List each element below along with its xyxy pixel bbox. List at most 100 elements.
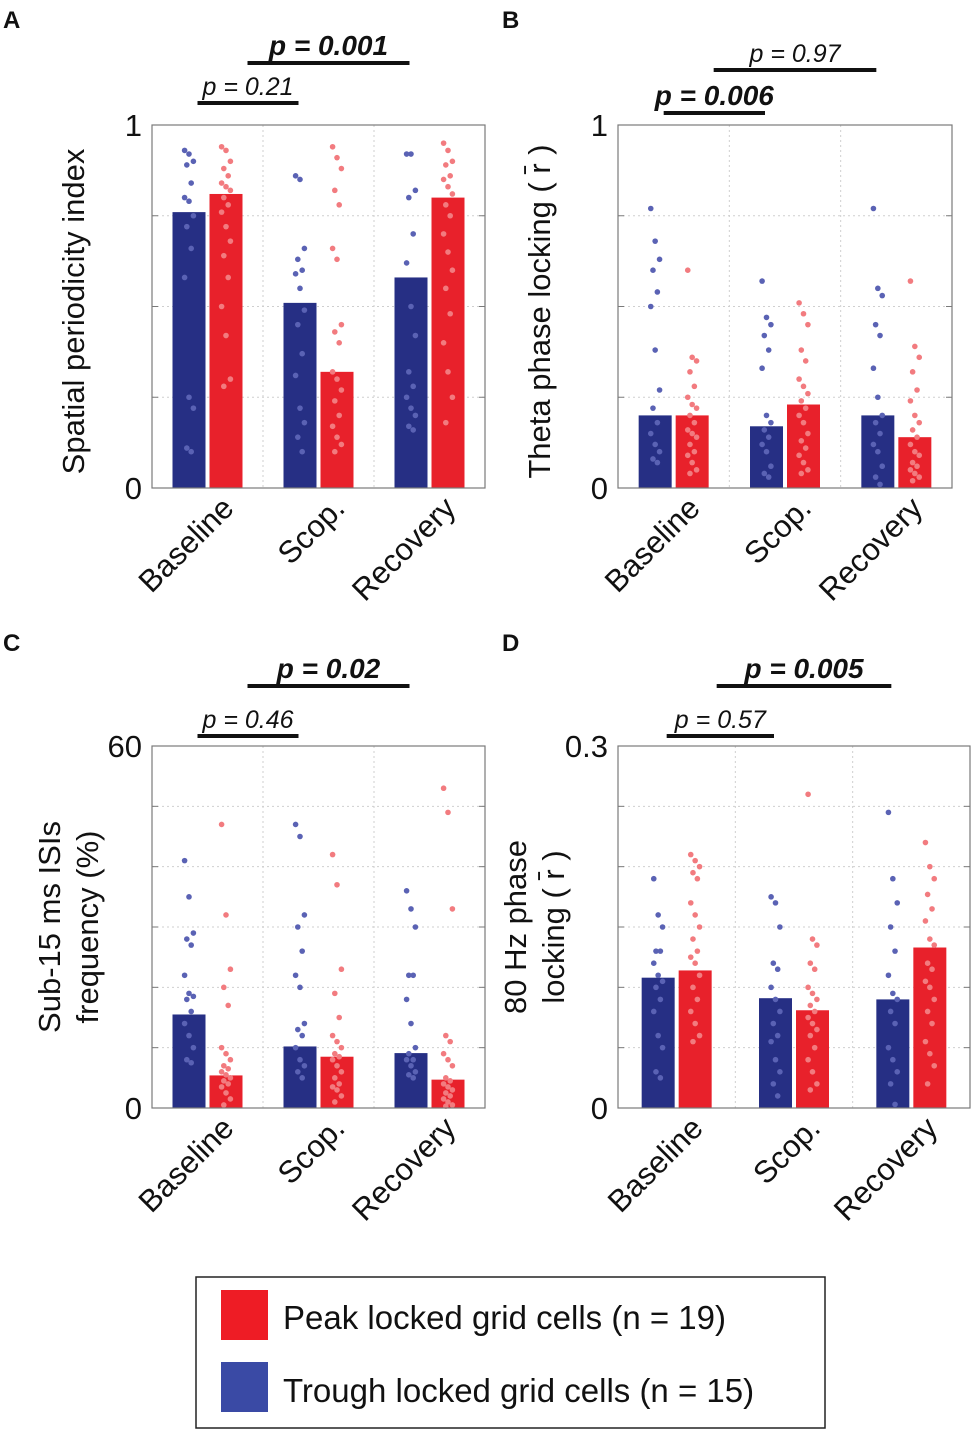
trough-cell-dot [657,996,664,1003]
trough-cell-dot [647,303,654,310]
trough-cell-dot [188,448,194,455]
trough-cell-dot [774,966,781,973]
peak-cell-dot [440,1081,447,1087]
peak-cell-dot [447,1093,454,1099]
trough-cell-dot [186,990,192,997]
peak-cell-dot [912,470,918,477]
trough-cell-dot [403,888,410,894]
peak-cell-dot [927,984,933,991]
trough-cell-dot [875,448,881,455]
peak-cell-dot [687,369,693,375]
trough-cell-dot [408,1020,414,1027]
category-label: Recovery [812,490,930,608]
trough-bar [876,999,910,1108]
peak-cell-dot [338,441,345,448]
peak-cell-dot [221,252,227,259]
p-value-label: p = 0.006 [654,80,775,111]
trough-cell-dot [875,285,881,292]
peak-cell-dot [336,1081,343,1087]
peak-cell-dot [336,340,343,346]
trough-cell-dot [777,924,783,930]
legend-label-peak: Peak locked grid cells (n = 19) [283,1299,726,1336]
peak-cell-dot [329,423,336,430]
peak-cell-dot [440,1096,447,1102]
trough-cell-dot [408,906,414,912]
peak-cell-dot [440,176,447,183]
peak-cell-dot [914,387,920,393]
peak-cell-dot [334,1087,340,1093]
trough-cell-dot [772,1056,779,1063]
peak-cell-dot [225,202,231,208]
trough-cell-dot [301,245,308,252]
trough-cell-dot [770,960,777,966]
trough-cell-dot [299,448,306,455]
trough-cell-dot [410,383,417,390]
trough-cell-dot [188,1059,194,1066]
trough-bar [394,277,428,488]
peak-cell-dot [805,1056,811,1063]
trough-cell-dot [292,972,299,979]
peak-cell-dot [922,1038,929,1045]
peak-cell-dot [927,1050,933,1057]
peak-cell-dot [798,438,805,444]
trough-cell-dot [890,990,896,997]
trough-cell-dot [188,942,194,948]
legend-swatch-trough [221,1362,268,1412]
peak-cell-dot [449,158,456,165]
peak-bar [320,371,354,488]
trough-cell-dot [777,1069,783,1075]
peak-cell-dot [218,303,225,310]
peak-cell-dot [809,1069,816,1075]
trough-cell-dot [659,1044,666,1051]
peak-cell-dot [332,990,338,997]
trough-cell-dot [301,419,308,426]
peak-cell-dot [223,1050,229,1057]
peak-cell-dot [912,343,918,350]
peak-cell-dot [907,467,914,473]
trough-cell-dot [188,180,194,186]
trough-cell-dot [763,412,770,419]
peak-cell-dot [445,147,451,154]
trough-cell-dot [181,857,188,864]
p-value-label: p = 0.57 [674,706,767,734]
trough-cell-dot [408,151,414,157]
category-label: Recovery [827,1110,945,1228]
trough-cell-dot [768,419,774,426]
trough-cell-dot [652,441,658,448]
peak-cell-dot [914,434,920,440]
trough-cell-dot [657,948,664,954]
peak-cell-dot [807,960,814,966]
peak-cell-dot [332,329,338,335]
trough-cell-dot [879,412,886,419]
trough-bar [759,998,792,1108]
peak-cell-dot [691,419,698,426]
peak-cell-dot [445,249,451,255]
peak-cell-dot [329,369,336,375]
peak-cell-dot [443,1032,449,1039]
trough-cell-dot [181,147,188,154]
category-label: Baseline [132,1110,241,1219]
trough-cell-dot [655,972,661,979]
peak-cell-dot [332,448,338,455]
trough-cell-dot [190,158,197,165]
trough-cell-dot [650,875,657,882]
trough-cell-dot [184,445,190,451]
trough-cell-dot [761,332,768,339]
peak-cell-dot [798,347,805,353]
trough-cell-dot [759,365,765,372]
peak-cell-dot [218,209,225,215]
trough-cell-dot [872,321,879,328]
trough-cell-dot [406,369,412,375]
y-axis-label: Sub-15 ms ISIsfrequency (%) [32,821,105,1033]
trough-cell-dot [772,996,779,1003]
peak-cell-dot [922,978,929,985]
peak-cell-dot [221,1062,227,1069]
trough-cell-dot [186,198,192,205]
peak-cell-dot [223,332,229,339]
trough-cell-dot [890,1056,896,1063]
peak-cell-dot [440,785,447,792]
trough-cell-dot [885,972,892,979]
peak-cell-dot [809,1020,816,1027]
trough-cell-dot [403,1056,410,1063]
peak-cell-dot [329,143,336,150]
